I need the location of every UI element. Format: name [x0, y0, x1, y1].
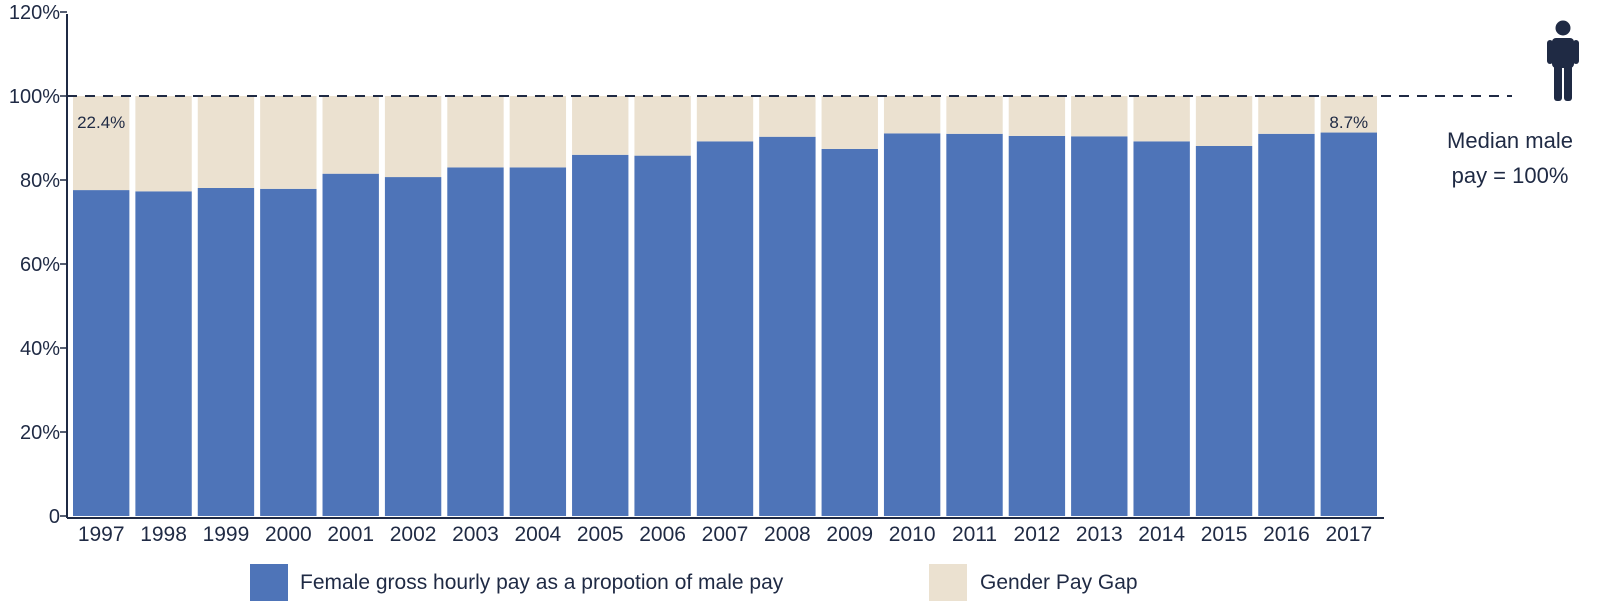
x-tick-label: 2006: [639, 523, 686, 546]
bar-pay-gap-2014: [1133, 96, 1190, 142]
legend-label-gender-pay-gap: Gender Pay Gap: [980, 571, 1138, 594]
bar-female-pay-2006: [634, 155, 691, 516]
x-axis-ticks: 1997 1998 1999 2000 2001 2002 2003 2004 2005 2006…: [78, 523, 1372, 546]
bar-female-pay-2016: [1258, 133, 1315, 517]
x-tick-label: 2012: [1014, 523, 1061, 546]
bar-female-pay-2002: [384, 177, 442, 516]
bar-female-pay-2014: [1133, 141, 1190, 517]
bar-pay-gap-2000: [260, 96, 317, 189]
bar-female-pay-2004: [509, 167, 567, 516]
bar-pay-gap-1997: [73, 96, 130, 191]
bar-female-pay-1998: [135, 191, 192, 516]
bar-pay-gap-2001: [322, 96, 379, 174]
x-tick-label: 2011: [952, 523, 997, 546]
x-tick-label: 2014: [1138, 523, 1185, 546]
x-tick-label: 2015: [1201, 523, 1248, 546]
x-tick-label: 2004: [514, 523, 561, 546]
y-axis-ticks: 0 20% 40% 60% 80% 100% 120%: [9, 2, 67, 528]
bar-pay-gap-2011: [946, 96, 1003, 134]
x-tick-label: 2010: [889, 523, 936, 546]
x-tick-label: 2003: [452, 523, 499, 546]
y-tick-label: 20%: [20, 422, 60, 444]
legend-label-female-pay: Female gross hourly pay as a propotion o…: [300, 571, 784, 594]
bar-pay-gap-2007: [696, 96, 754, 142]
bar-female-pay-2017: [1320, 132, 1377, 517]
reference-label-line-1: Median male: [1447, 128, 1573, 153]
x-tick-label: 2002: [390, 523, 437, 546]
x-tick-label: 1997: [78, 523, 125, 546]
y-tick-label: 100%: [9, 86, 60, 108]
x-tick-label: 2007: [702, 523, 749, 546]
y-tick-label: 60%: [20, 254, 60, 276]
bar-female-pay-2011: [946, 133, 1003, 517]
bar-pay-gap-2004: [509, 96, 567, 168]
bar-female-pay-2005: [572, 154, 629, 517]
bar-pay-gap-2010: [883, 96, 941, 134]
y-tick-label: 120%: [9, 2, 60, 24]
x-tick-label: 2009: [826, 523, 873, 546]
bar-pay-gap-2013: [1071, 96, 1128, 137]
bar-pay-gap-2015: [1195, 96, 1253, 146]
legend: Female gross hourly pay as a propotion o…: [250, 564, 1138, 601]
data-label-2017: 8.7%: [1329, 113, 1368, 132]
person-icon: [1547, 20, 1579, 101]
reference-label-line-2: pay = 100%: [1452, 163, 1569, 188]
bar-pay-gap-2017: [1320, 96, 1377, 133]
x-tick-label: 2016: [1263, 523, 1310, 546]
bar-pay-gap-1998: [135, 96, 192, 192]
y-tick-label: 40%: [20, 338, 60, 360]
bar-pay-gap-2012: [1008, 96, 1066, 136]
bar-pay-gap-2009: [821, 96, 878, 149]
x-tick-label: 2008: [764, 523, 811, 546]
bars: [73, 96, 1377, 517]
bar-female-pay-2012: [1008, 135, 1066, 516]
y-tick-label: 0: [49, 506, 60, 528]
x-tick-label: 2005: [577, 523, 624, 546]
x-tick-label: 1999: [203, 523, 250, 546]
bar-female-pay-2010: [883, 133, 941, 516]
legend-swatch-gender-pay-gap: [929, 564, 967, 601]
bar-female-pay-1997: [73, 190, 130, 516]
bar-female-pay-2003: [447, 167, 504, 516]
bar-pay-gap-1999: [197, 96, 255, 188]
y-tick-label: 80%: [20, 170, 60, 192]
x-tick-label: 2000: [265, 523, 312, 546]
bar-pay-gap-2003: [447, 96, 504, 168]
bar-pay-gap-2005: [572, 96, 629, 155]
bar-female-pay-2007: [696, 141, 754, 517]
bar-pay-gap-2006: [634, 96, 691, 156]
bar-pay-gap-2002: [384, 96, 442, 178]
bar-female-pay-2000: [260, 188, 317, 516]
legend-swatch-female-pay: [250, 564, 288, 601]
data-label-1997: 22.4%: [77, 113, 125, 132]
bar-pay-gap-2008: [759, 96, 816, 137]
x-tick-label: 2001: [327, 523, 374, 546]
bar-pay-gap-2016: [1258, 96, 1315, 134]
bar-female-pay-2008: [759, 136, 816, 517]
x-tick-label: 2017: [1325, 523, 1372, 546]
bar-female-pay-1999: [197, 187, 255, 517]
bar-female-pay-2001: [322, 173, 379, 516]
bar-female-pay-2013: [1071, 136, 1128, 516]
x-tick-label: 1998: [140, 523, 187, 546]
bar-female-pay-2009: [821, 148, 878, 517]
bar-female-pay-2015: [1195, 145, 1253, 517]
x-tick-label: 2013: [1076, 523, 1123, 546]
data-labels: 22.4% 8.7%: [77, 113, 1368, 132]
